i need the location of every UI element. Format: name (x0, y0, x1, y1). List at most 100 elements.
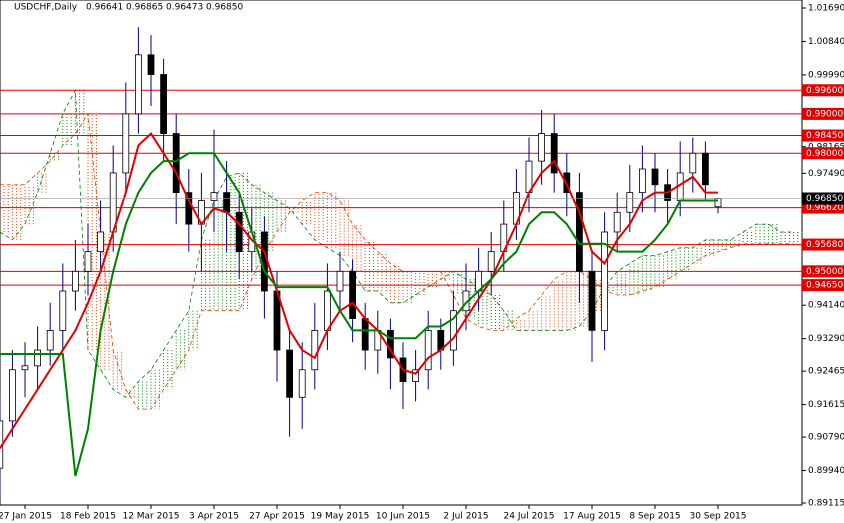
candle-body (260, 231, 268, 292)
current-price-tag: 0.96850 (802, 192, 844, 205)
quote-low: 0.96473 (166, 3, 203, 13)
candle-body (702, 152, 709, 186)
x-tick-label: 10 Jun 2015 (376, 512, 430, 522)
candle-body (336, 270, 344, 292)
candle-body (286, 349, 294, 398)
y-tick-label: 0.94140 (808, 301, 844, 311)
candle-body (8, 369, 16, 422)
candle-body (59, 290, 67, 331)
x-tick-label: 3 Apr 2015 (189, 512, 239, 522)
level-label: 0.94650 (806, 281, 843, 291)
candle-body (576, 192, 583, 272)
plot-area (0, 0, 803, 506)
level-box (802, 265, 844, 278)
level-label: 0.95680 (806, 240, 843, 250)
level-tag: 0.98450 (802, 129, 844, 142)
candle-body (72, 270, 79, 292)
symbol-title: USDCHF,Daily (14, 3, 78, 13)
current-price-box (802, 192, 844, 205)
level-label: 0.98450 (806, 131, 843, 141)
y-tick-label: 0.97490 (808, 169, 844, 179)
candle-body (626, 192, 634, 213)
level-box (802, 279, 844, 292)
candle-body (689, 152, 697, 174)
candle-body (235, 211, 243, 253)
candle-body (147, 54, 155, 75)
candle-body (84, 251, 92, 272)
level-label: 0.99000 (806, 109, 843, 119)
candle-body (298, 369, 306, 398)
x-tick-label: 8 Sep 2015 (629, 512, 680, 522)
candle-body (185, 192, 193, 225)
current-price-label: 0.96850 (806, 194, 843, 204)
level-tag: 0.99600 (802, 84, 844, 97)
y-tick-label: 1.00840 (808, 37, 844, 47)
candle-body (412, 369, 420, 382)
candle-body (223, 192, 231, 213)
level-box (802, 107, 844, 120)
candle-body (134, 54, 142, 115)
candle-body (424, 329, 432, 371)
x-tick-label: 18 Feb 2015 (60, 512, 116, 522)
x-tick-label: 12 Mar 2015 (122, 512, 179, 522)
quote-open: 0.96641 (86, 3, 123, 13)
level-label: 0.95000 (806, 267, 843, 277)
cloud-span-a (0, 88, 794, 398)
candle-body (311, 329, 319, 371)
candle-body (449, 310, 457, 351)
kijun-line (0, 152, 718, 477)
candle-body (550, 133, 558, 174)
level-tag: 0.99000 (802, 107, 844, 120)
x-tick-label: 24 Jul 2015 (504, 512, 555, 522)
tenkan-line (0, 132, 718, 450)
level-box (802, 238, 844, 251)
candle-body (122, 113, 130, 174)
x-tick-label: 17 Aug 2015 (563, 512, 621, 522)
candle-body (210, 192, 218, 201)
candle-body (46, 329, 54, 351)
level-tag: 0.95680 (802, 238, 844, 251)
candle-body (639, 168, 646, 194)
candle-body (172, 133, 180, 194)
candle-body (588, 270, 596, 331)
level-tag: 0.95000 (802, 265, 844, 278)
quote-close: 0.96850 (206, 3, 243, 13)
x-tick-label: 19 May 2015 (311, 512, 370, 522)
level-box (802, 84, 844, 97)
x-tick-label: 27 Jan 2015 (0, 512, 52, 522)
level-box (802, 147, 844, 160)
candle-body (361, 318, 369, 351)
y-tick-label: 1.01690 (808, 4, 844, 14)
level-label: 0.96620 (806, 203, 843, 213)
quote-high: 0.96865 (126, 3, 163, 13)
x-tick-label: 30 Sep 2015 (689, 512, 746, 522)
level-box (802, 201, 844, 214)
y-tick-label: 0.91615 (808, 400, 844, 410)
level-label: 0.98000 (806, 149, 843, 159)
candle-body (160, 74, 168, 134)
y-tick-label: 0.92465 (808, 367, 844, 377)
level-tag: 0.96620 (802, 201, 844, 214)
y-tick-label: 0.93290 (808, 334, 844, 344)
candle-body (34, 349, 41, 367)
level-label: 0.99600 (806, 86, 843, 96)
x-tick-label: 27 Apr 2015 (249, 512, 305, 522)
y-tick-label: 0.99990 (808, 70, 844, 80)
candle-body (323, 290, 331, 331)
y-tick-label: 0.90790 (808, 433, 844, 443)
candle-body (613, 211, 621, 233)
candle-body (651, 168, 659, 186)
level-tag: 0.98000 (802, 147, 844, 160)
candle-body (97, 231, 104, 253)
x-tick-label: 2 Jul 2015 (443, 512, 488, 522)
candle-body (487, 251, 495, 272)
candle-body (601, 231, 608, 331)
candle-body (538, 133, 545, 162)
candle-body (349, 270, 357, 319)
candle-body (21, 365, 29, 371)
y-tick-label: 0.89940 (808, 466, 844, 476)
y-tick-label: 0.89115 (808, 499, 844, 509)
level-tag: 0.94650 (802, 279, 844, 292)
level-box (802, 129, 844, 142)
